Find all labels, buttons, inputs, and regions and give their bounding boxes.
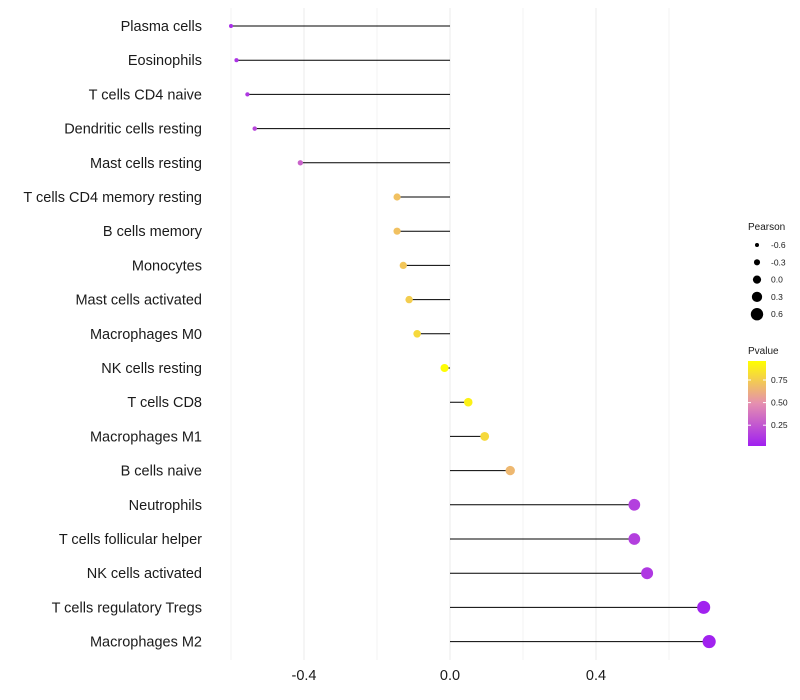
x-tick-label: 0.4: [586, 668, 606, 684]
category-label: T cells follicular helper: [59, 532, 202, 548]
pearson-legend-key: [750, 308, 764, 321]
category-label: Dendritic cells resting: [64, 122, 202, 138]
pvalue-legend-label: 0.50: [771, 398, 788, 408]
lollipop-point: [405, 295, 413, 304]
lollipop-point: [628, 498, 641, 511]
category-labels: Plasma cells Eosinophils T cells CD4 naive…: [23, 19, 202, 651]
category-label: Plasma cells: [121, 19, 202, 35]
lollipop-point: [463, 397, 473, 407]
pearson-legend-key: [753, 259, 761, 266]
pvalue-legend-label: 0.25: [771, 420, 788, 430]
pearson-legend-title: Pearson: [748, 222, 785, 233]
category-label: T cells CD4 memory resting: [23, 190, 202, 206]
category-label: Eosinophils: [128, 53, 202, 69]
category-label: T cells CD4 naive: [89, 87, 202, 103]
category-label: Monocytes: [132, 258, 202, 274]
pearson-legend-label: 0.0: [771, 275, 783, 285]
category-label: Macrophages M2: [90, 635, 202, 651]
category-label: B cells naive: [121, 464, 202, 480]
pearson-size-legend: Pearson -0.6 -0.3 0.0 0.3 0.6: [748, 222, 786, 321]
lollipop-point: [252, 126, 257, 131]
category-label: NK cells resting: [101, 361, 202, 377]
x-tick-label: 0.0: [440, 668, 460, 684]
lollipop-stems: [231, 25, 710, 643]
pearson-legend-label: 0.6: [771, 309, 783, 319]
pvalue-legend-title: Pvalue: [748, 346, 779, 357]
lollipop-point: [413, 330, 421, 338]
lollipop-point: [702, 635, 716, 649]
category-label: Macrophages M0: [90, 327, 202, 343]
lollipop-point: [440, 363, 449, 373]
category-label: Mast cells resting: [90, 156, 202, 172]
lollipop-point: [297, 160, 304, 166]
category-label: Macrophages M1: [90, 429, 202, 445]
lollipop-point: [505, 465, 515, 476]
pearson-legend-key: [752, 275, 762, 284]
lollipop-point: [480, 431, 490, 441]
lollipop-point: [399, 261, 407, 270]
pvalue-color-legend: Pvalue 0.75 0.50 0.25: [748, 346, 788, 446]
x-tick-label: -0.4: [292, 668, 317, 684]
pearson-legend-label: 0.3: [771, 292, 783, 302]
category-label: Neutrophils: [129, 498, 202, 514]
pearson-legend-key: [755, 243, 759, 247]
lollipop-point: [641, 567, 654, 580]
category-label: T cells CD8: [127, 395, 202, 411]
pvalue-legend-label: 0.75: [771, 375, 788, 385]
category-label: Mast cells activated: [75, 293, 202, 309]
lollipop-point: [245, 92, 250, 97]
lollipop-point: [393, 193, 401, 201]
lollipop-point: [697, 600, 711, 614]
pearson-legend-key: [751, 291, 763, 303]
lollipop-points: [229, 24, 716, 649]
category-label: B cells memory: [103, 224, 203, 240]
pearson-legend-label: -0.6: [771, 240, 786, 250]
pvalue-colorbar: [748, 361, 766, 446]
x-axis-tick-labels: -0.4 0.0 0.4: [292, 668, 607, 684]
grid-lines: [230, 8, 670, 660]
category-label: T cells regulatory Tregs: [52, 600, 202, 616]
lollipop-point: [628, 533, 641, 545]
lollipop-point: [234, 58, 239, 63]
pearson-legend-label: -0.3: [771, 257, 786, 267]
lollipop-point: [393, 227, 401, 235]
category-label: NK cells activated: [87, 566, 202, 582]
lollipop-point: [229, 24, 233, 28]
